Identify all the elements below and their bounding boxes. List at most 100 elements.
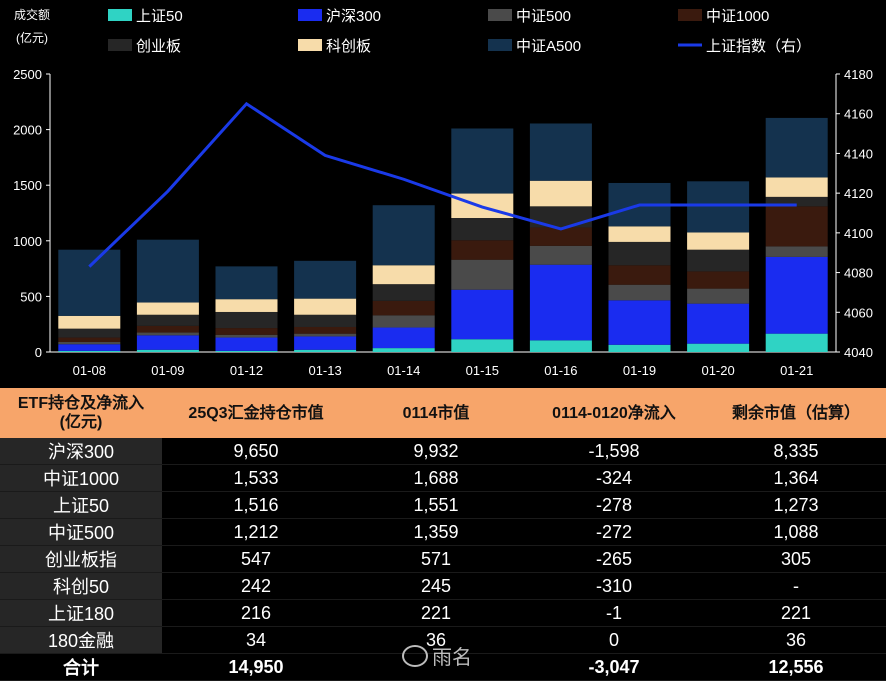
bar-segment [451, 259, 514, 290]
x-tick-label: 01-21 [780, 363, 813, 378]
bar-segment [58, 341, 121, 345]
y-axis-unit-label: 成交额 [14, 7, 50, 22]
bar-segment [215, 311, 278, 329]
bar-segment [372, 327, 435, 349]
y-tick-label: 1500 [13, 178, 42, 193]
table-row: 科创50 242 245 -310- [0, 572, 886, 600]
legend-swatch [488, 39, 512, 51]
bar-segment [58, 328, 121, 338]
row-label-cell: 上证50 [0, 491, 162, 519]
bar-segment [529, 123, 592, 181]
value-cell: 1,533 [162, 464, 350, 492]
bar-segment [608, 241, 671, 266]
bar-segment [372, 315, 435, 328]
bar-segment [529, 264, 592, 341]
bar-segment [608, 344, 671, 352]
row-label-cell: 上证180 [0, 599, 162, 627]
legend-swatch [298, 9, 322, 21]
x-tick-label: 01-12 [230, 363, 263, 378]
row-label-cell: 中证1000 [0, 464, 162, 492]
bar-segment [372, 205, 435, 266]
table-row: 上证50 1,516 1,551 -278 1,273 [0, 491, 886, 519]
x-tick-label: 01-20 [701, 363, 734, 378]
row-label-cell: 科创50 [0, 572, 162, 600]
bar-segment [136, 325, 199, 333]
row-label-cell: 中证500 [0, 518, 162, 546]
legend-swatch [678, 9, 702, 21]
value-cell: 9,932 [350, 438, 522, 465]
value-cell: 1,088 [706, 518, 886, 546]
bar-segment [58, 249, 121, 316]
legend-label: 上证50 [136, 8, 183, 25]
legend-label: 创业板 [136, 37, 181, 55]
bar-segment [136, 314, 199, 326]
table-row: 上证180 216 221 -1 221 [0, 599, 886, 627]
header-cell: 25Q3汇金持仓市值 [162, 388, 350, 438]
bar-segment [687, 303, 750, 344]
bar-segment [58, 344, 121, 351]
y-tick-label: 2000 [13, 123, 42, 138]
bar-segment [136, 239, 199, 303]
bar-segment [215, 334, 278, 338]
value-cell: 242 [162, 572, 350, 600]
bar-segment [372, 300, 435, 316]
bar-segment [529, 227, 592, 246]
bar-segment [451, 339, 514, 352]
value-cell: 1,364 [706, 464, 886, 492]
table-row: 沪深300 9,650 9,932 -1,598 8,335 [0, 438, 886, 465]
y2-tick-label: 4180 [844, 67, 873, 82]
x-tick-label: 01-13 [308, 363, 341, 378]
y-tick-label: 0 [35, 345, 42, 360]
value-cell: -310 [522, 572, 706, 600]
value-cell: 36 [350, 626, 522, 654]
bar-segment [687, 232, 750, 250]
value-cell: 245 [350, 572, 522, 600]
value-cell: -324 [522, 464, 706, 492]
header-cell: 0114市值 [350, 388, 522, 438]
bar-segment [294, 260, 357, 299]
row-label-cell: 180金融 [0, 626, 162, 654]
table-header-row: ETF持仓及净流入 (亿元) 25Q3汇金持仓市值 0114市值 0114-012… [0, 388, 886, 438]
y2-tick-label: 4060 [844, 305, 873, 320]
bar-segment [294, 349, 357, 352]
bar-segment [608, 284, 671, 301]
y-tick-label: 2500 [13, 67, 42, 82]
legend-label: 科创板 [326, 37, 371, 55]
bar-segment [529, 180, 592, 207]
header-cell-line: (亿元) [59, 414, 103, 431]
value-cell: 34 [162, 626, 350, 654]
row-label-cell: 沪深300 [0, 438, 162, 465]
bar-segment [765, 117, 828, 178]
table-row: 中证1000 1,533 1,688 -324 1,364 [0, 464, 886, 492]
bar-segment [372, 265, 435, 285]
header-cell: 剩余市值（估算） [706, 388, 886, 438]
y2-tick-label: 4160 [844, 107, 873, 122]
legend-label: 中证500 [516, 8, 571, 25]
legend-swatch [108, 9, 132, 21]
legend-label: 沪深300 [326, 8, 381, 25]
bar-segment [608, 226, 671, 242]
row-label-cell: 创业板指 [0, 545, 162, 573]
value-cell: 571 [350, 545, 522, 573]
value-cell: 1,551 [350, 491, 522, 519]
bar-segment [294, 326, 357, 334]
y2-tick-label: 4080 [844, 266, 873, 281]
bar-segment [215, 299, 278, 312]
bar-segment [58, 350, 121, 352]
value-cell: 1,359 [350, 518, 522, 546]
bar-segment [765, 177, 828, 197]
header-cell: ETF持仓及净流入 (亿元) [0, 388, 162, 438]
stacked-bar-line-chart: 成交额 (亿元) 0 500 1000 1500 2000 2500 4040 4060 4080 4… [13, 7, 873, 378]
bar-segment [451, 128, 514, 194]
value-cell: 221 [706, 599, 886, 627]
etf-holdings-table: ETF持仓及净流入 (亿元) 25Q3汇金持仓市值 0114市值 0114-012… [0, 388, 886, 681]
y-tick-label: 500 [20, 289, 42, 304]
bar-segment [136, 349, 199, 352]
value-cell: 0 [522, 626, 706, 654]
value-cell: -272 [522, 518, 706, 546]
y2-tick-label: 4140 [844, 146, 873, 161]
y-axis-unit-label: (亿元) [16, 30, 48, 45]
bar-segment [294, 298, 357, 315]
header-cell: 0114-0120净流入 [522, 388, 706, 438]
y-tick-label: 1000 [13, 234, 42, 249]
